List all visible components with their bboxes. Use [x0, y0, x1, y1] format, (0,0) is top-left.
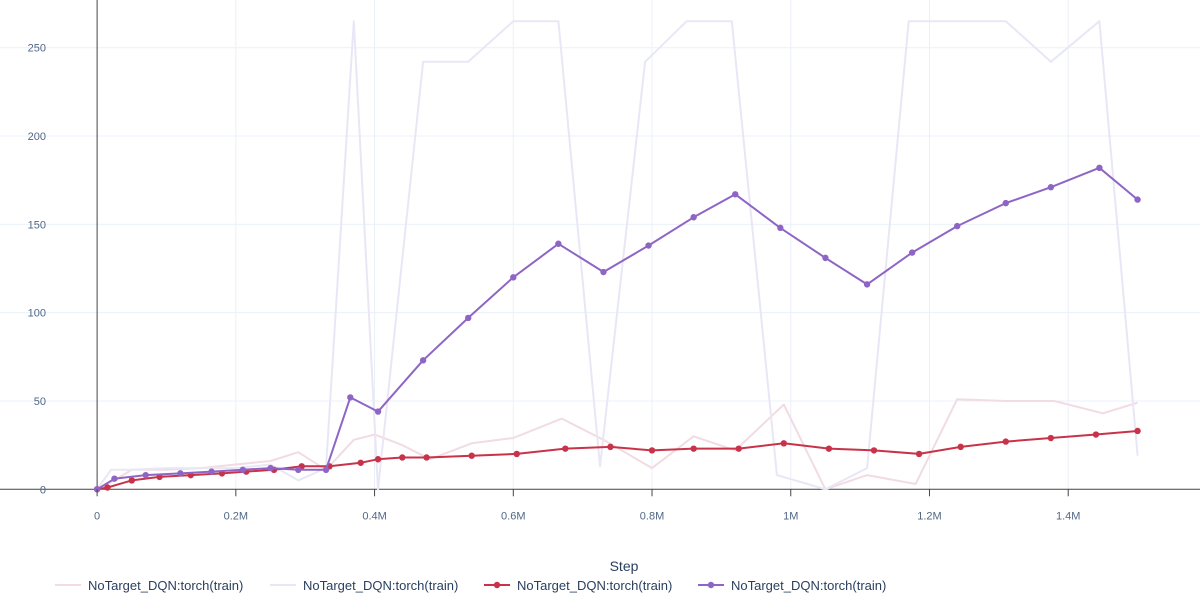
x-axis-title: Step: [610, 558, 639, 574]
data-point: [1002, 199, 1009, 207]
legend-label: NoTarget_DQN:torch(train): [517, 578, 672, 593]
data-point: [915, 450, 923, 458]
data-point: [1047, 184, 1055, 191]
legend-marker: [707, 581, 715, 589]
data-point: [510, 274, 517, 281]
data-point: [419, 357, 427, 364]
series-4: [93, 164, 1141, 493]
data-point: [690, 214, 697, 221]
data-point: [513, 450, 520, 458]
x-tick-label: 1M: [783, 510, 798, 522]
data-point: [104, 484, 111, 491]
legend-item[interactable]: NoTarget_DQN:torch(train): [484, 578, 672, 593]
data-point: [347, 394, 354, 401]
legend-label: NoTarget_DQN:torch(train): [731, 578, 886, 593]
data-point: [607, 443, 614, 451]
data-point: [322, 466, 330, 474]
plot-area: [93, 20, 1141, 493]
y-tick-label: 50: [34, 396, 46, 408]
x-tick-label: 0.8M: [640, 510, 664, 522]
tick-labels: 0 0.2M 0.4M 0.6M 0.8M 1M 1.2M 1.4M 0 50 100 150 200 2…: [28, 43, 1081, 523]
data-point: [111, 475, 118, 482]
data-point: [357, 459, 364, 466]
x-tick-label: 0.2M: [224, 510, 248, 522]
data-point: [908, 249, 916, 256]
x-tick-label: 1.4M: [1056, 510, 1080, 522]
y-tick-label: 150: [28, 219, 46, 231]
axes: [0, 0, 1200, 490]
y-tick-label: 100: [28, 308, 46, 320]
data-point: [1096, 164, 1103, 172]
legend-marker: [493, 581, 501, 589]
data-point: [957, 443, 964, 451]
series-line: [96, 166, 1139, 491]
data-point: [825, 445, 833, 452]
data-point: [267, 464, 274, 472]
data-point: [239, 466, 246, 474]
legend-item[interactable]: NoTarget_DQN:torch(train): [698, 578, 886, 593]
legend-item[interactable]: NoTarget_DQN:torch(train): [55, 578, 243, 593]
series-line: [96, 430, 1138, 491]
data-point: [648, 447, 656, 454]
data-point: [732, 191, 739, 198]
data-point: [374, 456, 382, 463]
data-point: [1134, 196, 1141, 203]
y-tick-label: 0: [40, 484, 46, 496]
data-point: [777, 224, 784, 232]
y-tick-label: 200: [28, 131, 46, 143]
data-point: [1002, 438, 1009, 445]
series-2: [96, 20, 1139, 491]
data-point: [295, 466, 302, 474]
data-point: [600, 268, 607, 276]
data-point: [423, 454, 430, 461]
data-point: [1047, 434, 1055, 442]
legend-label: NoTarget_DQN:torch(train): [88, 578, 243, 593]
legend[interactable]: NoTarget_DQN:torch(train) NoTarget_DQN:to…: [55, 578, 886, 593]
series-line: [96, 20, 1139, 491]
data-point: [399, 454, 406, 461]
data-point: [555, 240, 562, 247]
data-point: [735, 445, 742, 452]
data-point: [954, 222, 961, 230]
x-tick-label: 0.4M: [362, 510, 386, 522]
data-point: [1134, 427, 1141, 435]
data-point: [822, 254, 829, 262]
data-point: [1092, 431, 1100, 438]
y-tick-label: 250: [28, 43, 46, 55]
data-point: [780, 440, 788, 447]
data-point: [863, 281, 871, 288]
x-tick-label: 0.6M: [501, 510, 525, 522]
series-3: [93, 427, 1141, 493]
data-point: [690, 445, 697, 452]
data-point: [468, 452, 475, 459]
data-point: [177, 470, 184, 477]
data-point: [465, 314, 472, 322]
x-tick-label: 1.2M: [917, 510, 941, 522]
data-point: [374, 408, 382, 415]
data-point: [208, 468, 215, 475]
legend-label: NoTarget_DQN:torch(train): [303, 578, 458, 593]
x-tick-label: 0: [94, 510, 100, 522]
legend-item[interactable]: NoTarget_DQN:torch(train): [270, 578, 458, 593]
data-point: [142, 471, 149, 479]
series-1: [96, 398, 1138, 491]
data-point: [562, 445, 569, 452]
series-line: [96, 398, 1138, 491]
data-point: [128, 477, 135, 484]
data-point: [870, 447, 878, 454]
data-point: [645, 242, 652, 249]
grid: [0, 0, 1200, 490]
